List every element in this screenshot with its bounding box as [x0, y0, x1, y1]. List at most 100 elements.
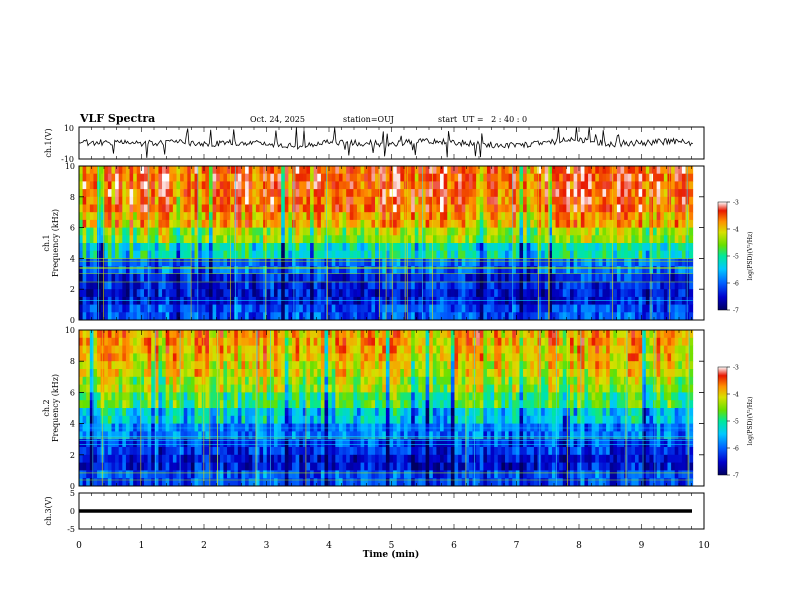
spectrogram-cell: [411, 243, 416, 252]
spectrogram-cell: [281, 289, 286, 298]
spectrogram-cell: [624, 281, 629, 290]
spectrogram-cell: [450, 173, 455, 182]
spectrogram-cell: [129, 235, 134, 244]
spectrogram-cell: [421, 376, 426, 385]
spectrogram-cell: [100, 250, 105, 259]
spectrogram-cell: [176, 330, 181, 339]
spectrogram-cell: [465, 227, 470, 236]
spectrogram-cell: [479, 345, 484, 354]
spectrogram-cell: [508, 196, 513, 205]
spectrogram-cell: [411, 296, 416, 305]
spectrogram-cell: [674, 281, 679, 290]
spectrogram-cell: [107, 330, 112, 339]
spectrogram-cell: [678, 196, 683, 205]
spectrogram-cell: [273, 196, 278, 205]
spectrogram-cell: [447, 173, 452, 182]
spectrogram-cell: [273, 376, 278, 385]
spectrogram-cell: [613, 166, 618, 175]
spectrogram-cell: [227, 330, 232, 339]
spectrogram-cell: [187, 204, 192, 213]
spectrogram-cell: [259, 369, 264, 378]
spectrogram-cell: [389, 337, 394, 346]
spectrogram-cell: [212, 304, 217, 313]
spectrogram-cell: [331, 196, 336, 205]
spectrogram-cell: [653, 173, 658, 182]
spectrogram-cell: [82, 219, 87, 228]
spectrogram-cell: [227, 312, 232, 321]
spectrogram-cell: [208, 376, 213, 385]
spectrogram-cell: [591, 296, 596, 305]
spectrogram-cell: [674, 296, 679, 305]
spectrogram-cell: [162, 189, 167, 198]
spectrogram-cell: [299, 227, 304, 236]
spectrogram-cell: [147, 266, 152, 275]
spectrogram-cell: [537, 243, 542, 252]
spectrogram-cell: [129, 296, 134, 305]
spectrogram-cell: [79, 166, 84, 175]
spectrogram-cell: [393, 353, 398, 362]
spectrogram-cell: [107, 281, 112, 290]
spectrogram-cell: [349, 369, 354, 378]
spectrogram-cell: [241, 330, 246, 339]
spectrogram-cell: [111, 273, 116, 282]
spectrogram-cell: [642, 204, 647, 213]
spectrogram-cell: [609, 281, 614, 290]
spectrogram-cell: [234, 181, 239, 190]
spectrogram-cell: [165, 219, 170, 228]
spectrogram-cell: [143, 189, 148, 198]
spectrogram-cell: [432, 243, 437, 252]
spectrogram-cell: [645, 173, 650, 182]
spectrogram-cell: [306, 166, 311, 175]
spectrogram-cell: [259, 376, 264, 385]
spectrogram-cell: [255, 353, 260, 362]
spectrogram-cell: [154, 235, 159, 244]
spectrogram-cell: [281, 369, 286, 378]
spectrogram-cell: [479, 304, 484, 313]
spectrogram-cell: [143, 289, 148, 298]
spectrogram-cell: [176, 304, 181, 313]
spectrogram-cell: [111, 219, 116, 228]
spectrogram-cell: [649, 266, 654, 275]
spectrogram-cell: [411, 345, 416, 354]
spectrogram-cell: [194, 330, 199, 339]
spectrogram-cell: [104, 204, 109, 213]
spectrogram-cell: [356, 281, 361, 290]
spectrogram-cell: [118, 392, 123, 401]
spectrogram-cell: [526, 212, 531, 221]
spectrogram-cell: [393, 212, 398, 221]
spectrogram-cell: [136, 369, 141, 378]
spectrogram-cell: [245, 384, 250, 393]
spectrogram-cell: [638, 235, 643, 244]
spectrogram-cell: [472, 181, 477, 190]
spectrogram-cell: [302, 250, 307, 259]
spectrogram-cell: [660, 281, 665, 290]
spectrogram-cell: [472, 227, 477, 236]
spectrogram-cell: [227, 181, 232, 190]
spectrogram-cell: [335, 196, 340, 205]
spectrogram-cell: [631, 330, 636, 339]
spectrogram-cell: [115, 212, 120, 221]
spectrogram-cell: [295, 189, 300, 198]
spectrogram-cell: [346, 243, 351, 252]
spectrogram-cell: [418, 212, 423, 221]
spectrogram-cell: [219, 353, 224, 362]
spectrogram-cell: [367, 330, 372, 339]
spectrogram-cell: [310, 258, 315, 267]
spectrogram-cell: [180, 227, 185, 236]
spectrogram-cell: [627, 345, 632, 354]
spectrogram-cell: [136, 181, 141, 190]
spectrogram-cell: [681, 235, 686, 244]
spectrogram-cell: [418, 196, 423, 205]
spectrogram-cell: [393, 369, 398, 378]
spectrogram-cell: [245, 296, 250, 305]
spectrogram-cell: [270, 250, 275, 259]
spectrogram-cell: [288, 219, 293, 228]
spectrogram-cell: [180, 384, 185, 393]
spectrogram-cell: [187, 266, 192, 275]
spectrogram-cell: [320, 258, 325, 267]
spectrogram-cell: [111, 196, 116, 205]
spectrogram-cell: [421, 173, 426, 182]
spectrogram-cell: [468, 304, 473, 313]
spectrogram-cell: [559, 353, 564, 362]
spectrogram-cell: [505, 337, 510, 346]
